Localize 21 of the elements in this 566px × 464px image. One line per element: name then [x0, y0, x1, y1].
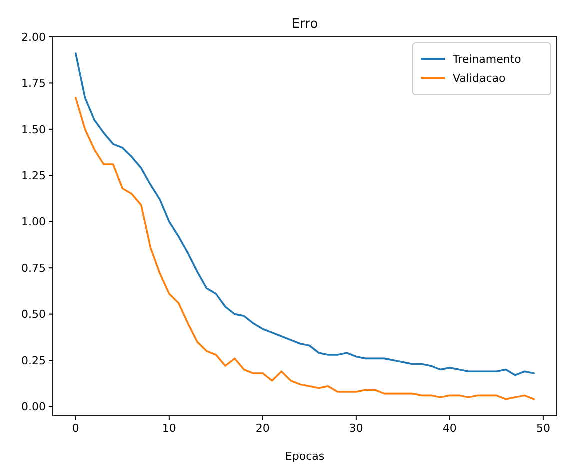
x-axis-title: Epocas: [285, 450, 325, 463]
y-tick-label: 1.50: [22, 123, 46, 136]
y-tick-label: 0.00: [22, 400, 46, 414]
y-tick-label: 1.75: [22, 77, 46, 90]
line-series: [75, 52, 535, 376]
legend-label: Treinamento: [452, 52, 522, 66]
x-tick-label: 20: [256, 422, 270, 435]
y-tick-label: 1.00: [22, 216, 46, 229]
y-tick-label: 0.25: [22, 354, 46, 368]
chart-title: Erro: [292, 17, 318, 32]
line-series: [75, 97, 535, 400]
x-tick-label: 50: [536, 422, 550, 435]
y-tick-label: 1.25: [22, 170, 46, 183]
y-tick-label: 0.50: [22, 308, 46, 322]
x-tick-label: 40: [442, 422, 457, 435]
y-tick-label: 2.00: [22, 30, 46, 44]
y-tick-label: 0.75: [22, 262, 46, 275]
x-tick-label: 10: [162, 422, 176, 435]
x-tick-label: 30: [349, 422, 364, 435]
legend-label: Validacao: [453, 72, 506, 85]
x-tick-label: 0: [72, 422, 80, 435]
